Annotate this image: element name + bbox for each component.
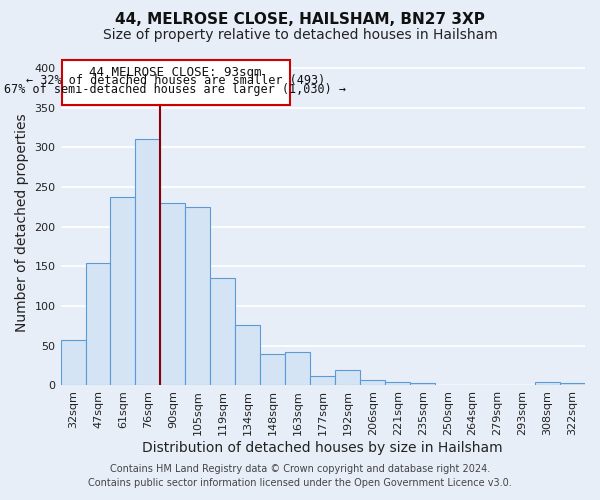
Bar	[185, 207, 211, 386]
Bar	[260, 354, 286, 386]
Bar	[560, 383, 585, 386]
Text: 44 MELROSE CLOSE: 93sqm: 44 MELROSE CLOSE: 93sqm	[89, 66, 262, 78]
Bar	[211, 278, 235, 386]
Bar	[110, 198, 136, 386]
Bar	[86, 263, 110, 386]
Bar	[160, 203, 185, 386]
Bar	[360, 380, 385, 386]
Text: Contains HM Land Registry data © Crown copyright and database right 2024.
Contai: Contains HM Land Registry data © Crown c…	[88, 464, 512, 487]
Text: 67% of semi-detached houses are larger (1,030) →: 67% of semi-detached houses are larger (…	[4, 83, 346, 96]
Text: 44, MELROSE CLOSE, HAILSHAM, BN27 3XP: 44, MELROSE CLOSE, HAILSHAM, BN27 3XP	[115, 12, 485, 28]
Bar	[535, 382, 560, 386]
Bar	[410, 383, 435, 386]
Bar	[61, 340, 86, 386]
Bar	[136, 140, 160, 386]
X-axis label: Distribution of detached houses by size in Hailsham: Distribution of detached houses by size …	[142, 441, 503, 455]
Text: ← 32% of detached houses are smaller (493): ← 32% of detached houses are smaller (49…	[26, 74, 325, 88]
Bar	[385, 382, 410, 386]
Y-axis label: Number of detached properties: Number of detached properties	[15, 114, 29, 332]
Bar	[286, 352, 310, 386]
Bar	[335, 370, 360, 386]
Bar	[235, 325, 260, 386]
Text: Size of property relative to detached houses in Hailsham: Size of property relative to detached ho…	[103, 28, 497, 42]
Bar	[310, 376, 335, 386]
Bar	[62, 60, 290, 105]
